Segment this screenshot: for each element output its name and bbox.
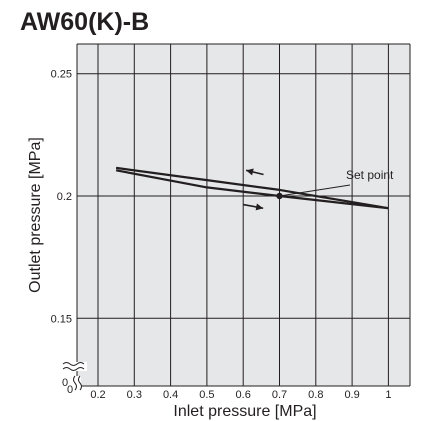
x-axis-break-wave-b [73, 375, 77, 391]
x-axis-break-wave-a [78, 375, 82, 391]
x-axis-label: Inlet pressure [MPa] [173, 403, 316, 420]
x-tick-label-0: 0.2 [90, 389, 105, 401]
y-tick-labels: 0.15 0.2 0.25 [51, 69, 72, 326]
grid-lines [76, 43, 411, 387]
y-tick-label-1: 0.2 [57, 191, 72, 203]
series-line-1 [115, 169, 389, 210]
set-point-marker [276, 192, 283, 200]
x-origin-label: 0 [67, 384, 73, 396]
x-tick-label-1: 0.3 [127, 389, 142, 401]
x-tick-label-2: 0.4 [163, 389, 178, 401]
set-point-leader-line [279, 184, 351, 197]
axis-break-wave-top [62, 362, 85, 366]
set-point-label: Set point [346, 168, 394, 182]
axis-break-gap [63, 362, 87, 371]
y-axis-label: Outlet pressure [MPa] [27, 137, 44, 293]
chart-title: AW60(K)-B [20, 8, 149, 36]
arrow-head-0 [246, 168, 254, 176]
x-tick-label-3: 0.5 [199, 389, 214, 401]
x-tick-labels: 0.2 0.3 0.4 0.5 0.6 0.7 0.8 0.9 1 [90, 389, 391, 401]
x-tick-label-5: 0.7 [272, 389, 287, 401]
y-tick-label-2: 0.25 [51, 69, 72, 81]
y-tick-label-0: 0.15 [51, 313, 72, 325]
x-tick-label-7: 0.9 [344, 389, 359, 401]
data-series [115, 166, 389, 210]
x-tick-label-6: 0.8 [308, 389, 323, 401]
y-origin-label: 0 [62, 377, 68, 389]
x-tick-label-8: 1 [385, 389, 391, 401]
axis-break-icon [62, 362, 87, 394]
direction-arrows [243, 168, 264, 211]
arrow-head-1 [255, 203, 264, 211]
x-tick-label-4: 0.6 [236, 389, 251, 401]
axis-break-wave-bottom [62, 367, 85, 371]
series-line-0 [115, 166, 389, 210]
